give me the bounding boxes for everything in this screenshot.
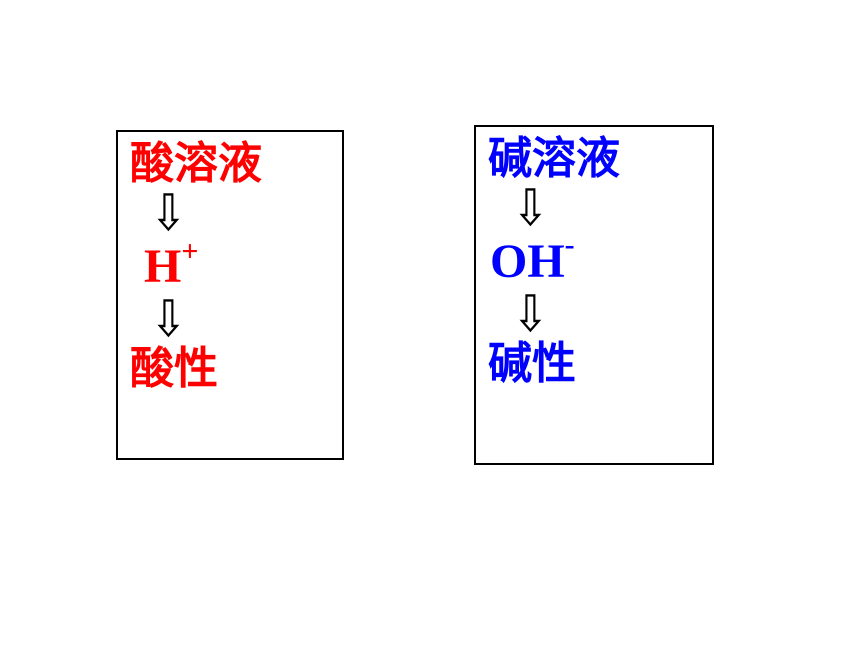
acid-ion-sup: + bbox=[181, 235, 198, 269]
base-title: 碱溶液 bbox=[488, 135, 620, 183]
base-ion: OH - bbox=[490, 234, 575, 289]
acid-ion-base: H bbox=[144, 239, 181, 294]
acid-property: 酸性 bbox=[130, 345, 218, 393]
down-arrow-icon: ⇩ bbox=[150, 291, 187, 350]
down-arrow-icon: ⇩ bbox=[512, 286, 549, 345]
down-arrow-icon: ⇩ bbox=[512, 180, 549, 239]
base-property: 碱性 bbox=[488, 340, 576, 388]
base-box: 碱溶液 ⇩ OH - ⇩ 碱性 bbox=[474, 125, 714, 465]
acid-ion: H + bbox=[144, 239, 198, 294]
base-ion-base: OH bbox=[490, 234, 565, 289]
acid-box: 酸溶液 ⇩ H + ⇩ 酸性 bbox=[116, 130, 344, 460]
acid-title: 酸溶液 bbox=[130, 140, 262, 188]
base-ion-sup: - bbox=[565, 228, 575, 262]
